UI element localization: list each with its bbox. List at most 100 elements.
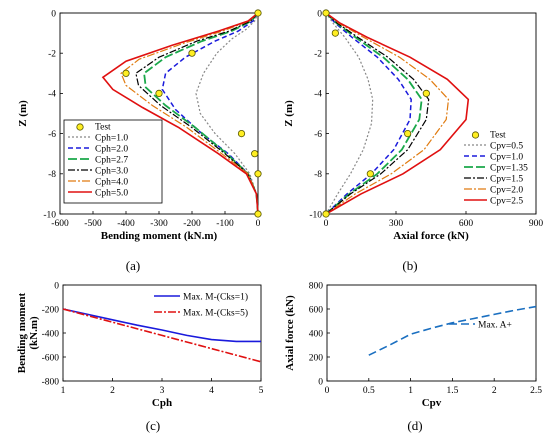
- series-line-Cpv=1.5: [325, 12, 430, 215]
- y-tick-label: -8: [314, 170, 322, 180]
- y-tick-label: -8: [48, 170, 56, 180]
- test-point: [366, 170, 374, 178]
- legend-label: Cpv=0.5: [490, 142, 523, 152]
- x-tick-label: -200: [183, 219, 201, 229]
- legend-label: Cpv=2.5: [490, 197, 523, 207]
- y-tick-label: -600: [42, 353, 60, 363]
- y-axis-label: Z (m): [17, 100, 29, 127]
- legend-label: Max. A+: [478, 321, 512, 331]
- y-tick-label: -200: [42, 305, 60, 315]
- y-tick-label: -6: [48, 130, 56, 140]
- x-tick-label: 2: [110, 386, 115, 396]
- y-axis-label: Z (m): [283, 100, 295, 127]
- series-line-Max. A+: [368, 305, 537, 356]
- legend-test-marker: [76, 123, 84, 131]
- x-tick-label: 900: [529, 219, 544, 229]
- series-line-Cpv=2.0: [325, 12, 450, 215]
- x-tick-label: 3: [160, 386, 165, 396]
- x-tick-label: 2: [492, 386, 497, 396]
- y-tick-label: -4: [48, 90, 56, 100]
- test-point: [155, 89, 163, 98]
- series-line-Cph=4.0: [120, 12, 259, 215]
- y-axis-label: Axial force (kN): [284, 295, 296, 371]
- y-tick-label: 400: [309, 329, 324, 339]
- legend-label: Cph=2.7: [95, 156, 128, 166]
- legend-label: Cph=4.0: [95, 178, 128, 188]
- plot-frame: [326, 284, 537, 382]
- panel-d: 0 0.5 1 1.5 2 2.5 0 200 400 600 800 Cpv Axial force …: [284, 281, 542, 433]
- panel-caption: (a): [126, 258, 140, 273]
- legend-test-marker: [471, 131, 480, 139]
- legend-label: Cph=5.0: [95, 189, 128, 199]
- x-axis-label: Cph: [152, 397, 172, 409]
- y-tick-label: -10: [309, 210, 322, 220]
- test-point: [237, 130, 246, 138]
- legend-label: Cph=1.0: [95, 134, 128, 144]
- test-point: [322, 9, 330, 17]
- x-tick-label: 5: [259, 386, 264, 396]
- test-point: [404, 130, 412, 138]
- x-tick-label: -400: [117, 219, 135, 229]
- x-tick-label: 600: [459, 219, 474, 229]
- test-point: [422, 89, 430, 98]
- y-tick-label: -10: [43, 210, 56, 220]
- y-tick-label: 0: [51, 9, 56, 19]
- y-tick-label: -2: [48, 50, 56, 60]
- test-point: [254, 210, 262, 218]
- test-point: [322, 210, 330, 218]
- test-point: [254, 9, 262, 17]
- plot-frame: [325, 12, 537, 215]
- y-tick-label: 0: [54, 281, 59, 291]
- series-line-Max. M-(Cks=1): [62, 308, 261, 343]
- panel-caption: (d): [407, 418, 422, 433]
- legend-label: Cpv=1.35: [490, 164, 528, 174]
- x-tick-label: -600: [51, 219, 69, 229]
- x-axis-label: Cpv: [422, 397, 442, 409]
- legend-label: Cph=3.0: [95, 167, 128, 177]
- y-tick-label: 600: [309, 305, 324, 315]
- legend-label: Cpv=1.0: [490, 153, 523, 163]
- y-tick-label: 200: [309, 353, 324, 363]
- legend-box: [63, 119, 163, 204]
- x-tick-label: 0: [256, 219, 261, 229]
- legend-label: Cpv=2.0: [490, 186, 523, 196]
- y-tick-label: -800: [42, 377, 60, 387]
- x-tick-label: 1.5: [446, 386, 458, 396]
- y-axis-label: Bending moment(kN.m): [16, 292, 40, 373]
- test-point: [254, 170, 262, 178]
- x-tick-label: 0.5: [363, 386, 375, 396]
- y-tick-label: -400: [42, 329, 60, 339]
- series-line-Cpv=1.35: [325, 12, 423, 215]
- y-tick-label: 800: [309, 281, 324, 291]
- test-point: [331, 29, 339, 37]
- legend-label: Cph=2.0: [95, 145, 128, 155]
- x-axis-label: Bending moment (kN.m): [101, 230, 218, 242]
- legend-label: Max. M-(Cks=1): [183, 292, 248, 303]
- series-line-Cpv=0.5: [325, 12, 374, 215]
- x-tick-label: -500: [84, 219, 102, 229]
- x-tick-label: 4: [209, 386, 214, 396]
- y-tick-label: 0: [317, 9, 322, 19]
- x-tick-label: 0: [325, 386, 330, 396]
- series-line-Cph=1.0: [195, 12, 259, 215]
- panel-caption: (b): [402, 258, 417, 273]
- panel-a: -600 -500 -400 -300 -200 -100 0 0 -2 -4 -6 -8 -10 Ben…: [17, 9, 262, 273]
- x-tick-label: 1: [61, 386, 66, 396]
- series-line-Cpv=2.5: [325, 12, 470, 215]
- panel-caption: (c): [146, 418, 160, 433]
- x-tick-label: 1: [408, 386, 413, 396]
- x-tick-label: 300: [389, 219, 404, 229]
- x-tick-label: 0: [324, 219, 329, 229]
- x-axis-label: Axial force (kN): [393, 230, 469, 242]
- legend-label: Max. M-(Cks=5): [183, 308, 248, 319]
- x-tick-label: -100: [216, 219, 234, 229]
- series-line-Cph=5.0: [101, 12, 259, 215]
- series-line-Cpv=1.0: [325, 12, 412, 215]
- panel-b: 0 300 600 900 0 -2 -4 -6 -8 -10 Axial force (kN) Z …: [283, 9, 543, 273]
- y-tick-label: 0: [318, 377, 323, 387]
- series-line-Max. M-(Cks=5): [62, 308, 262, 363]
- test-point: [251, 150, 259, 158]
- test-point: [188, 49, 196, 57]
- x-tick-label: 2.5: [530, 386, 542, 396]
